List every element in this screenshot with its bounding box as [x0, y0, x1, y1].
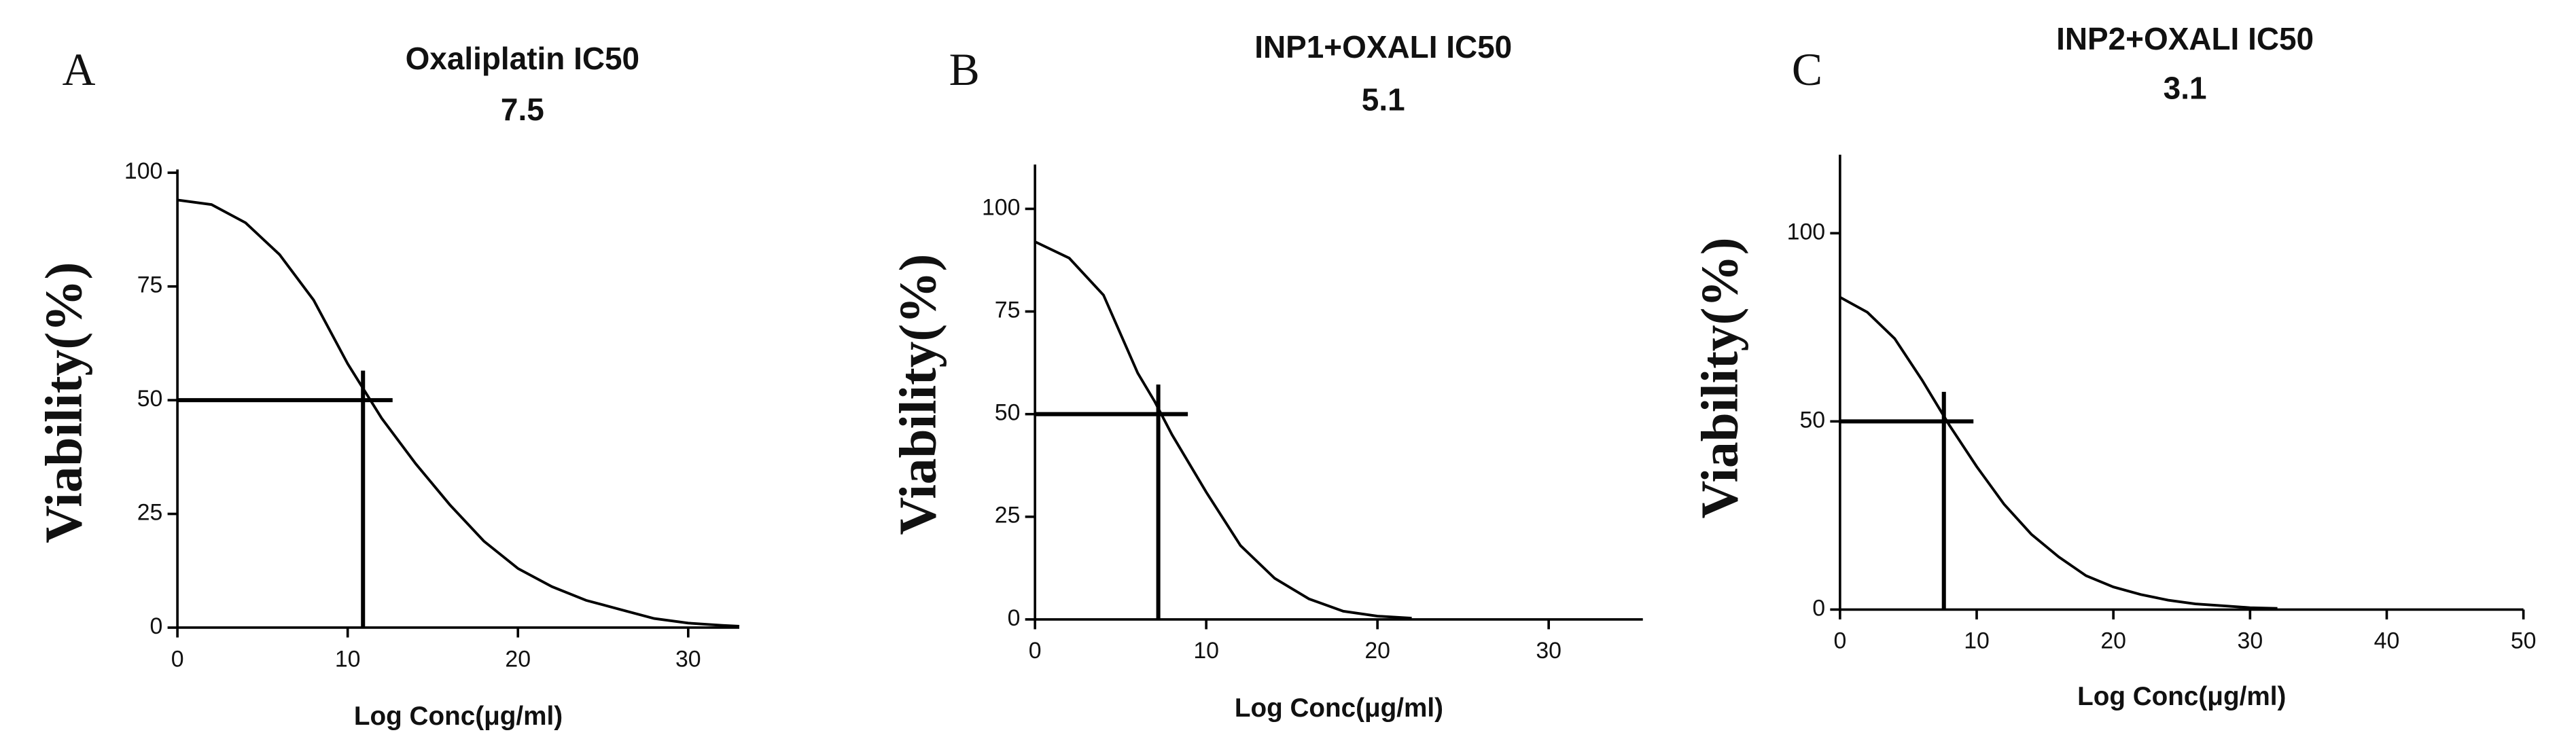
- chart-subtitle: 7.5: [501, 92, 544, 127]
- curve: [177, 198, 740, 628]
- y-tick-label: 50: [137, 386, 163, 412]
- y-tick-label: 75: [995, 298, 1021, 323]
- y-tick-label: 25: [137, 500, 163, 526]
- x-tick-label: 10: [1964, 628, 1990, 654]
- chart-title: INP2+OXALI IC50: [2056, 21, 2314, 56]
- x-axis-label: Log Conc(μg/ml): [2077, 682, 2286, 711]
- y-axis-label: Viability(%): [34, 262, 92, 543]
- y-tick-label: 100: [124, 158, 162, 184]
- y-tick-label: 0: [150, 613, 163, 639]
- x-tick-label: 50: [2511, 628, 2537, 654]
- y-tick-label: 50: [1799, 407, 1825, 433]
- x-tick-label: 30: [1536, 638, 1562, 664]
- y-tick-label: 100: [982, 194, 1020, 220]
- x-tick-label: 0: [1833, 628, 1846, 654]
- y-tick-label: 50: [995, 400, 1021, 426]
- curve: [1839, 295, 2278, 610]
- chart-subtitle: 3.1: [2164, 71, 2207, 106]
- x-tick-label: 40: [2374, 628, 2400, 654]
- chart-title: Oxaliplatin IC50: [406, 41, 640, 76]
- x-tick-label: 30: [2238, 628, 2263, 654]
- x-axis-label: Log Conc(μg/ml): [1235, 694, 1443, 723]
- x-tick-label: 10: [335, 646, 361, 672]
- y-tick-label: 25: [995, 503, 1021, 528]
- x-tick-label: 20: [2100, 628, 2126, 654]
- chart-subtitle: 5.1: [1362, 82, 1405, 117]
- chart-title: INP1+OXALI IC50: [1254, 29, 1512, 65]
- panel-letter: C: [1792, 44, 1822, 95]
- x-tick-label: 0: [171, 646, 184, 672]
- x-tick-label: 10: [1193, 638, 1219, 664]
- x-axis-label: Log Conc(μg/ml): [354, 702, 563, 731]
- curve: [1034, 240, 1412, 620]
- x-tick-label: 20: [1364, 638, 1390, 664]
- y-tick-label: 75: [137, 272, 163, 298]
- y-tick-label: 0: [1008, 605, 1021, 631]
- panel-letter: A: [63, 44, 96, 95]
- x-tick-label: 30: [675, 646, 701, 672]
- y-axis-label: Viability(%): [889, 254, 947, 535]
- y-tick-label: 100: [1787, 219, 1825, 245]
- x-tick-label: 0: [1029, 638, 1042, 664]
- x-tick-label: 20: [505, 646, 531, 672]
- y-tick-label: 0: [1812, 595, 1825, 621]
- y-axis-label: Viability(%): [1690, 237, 1748, 518]
- panel-letter: B: [949, 44, 980, 95]
